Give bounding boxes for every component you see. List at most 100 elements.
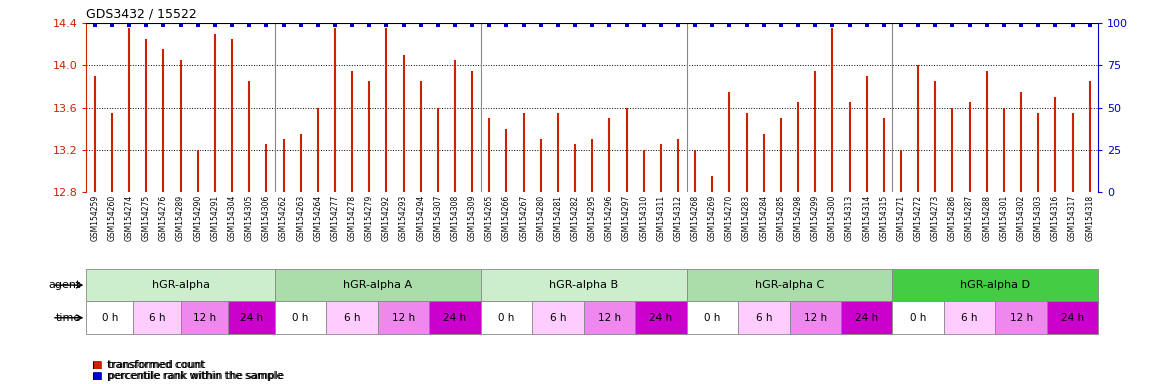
Bar bbox=[1046, 301, 1098, 334]
Point bbox=[566, 22, 584, 28]
Point bbox=[85, 22, 104, 28]
Point bbox=[206, 22, 224, 28]
Point bbox=[703, 22, 721, 28]
Bar bbox=[481, 301, 532, 334]
Text: 12 h: 12 h bbox=[598, 313, 621, 323]
Point bbox=[137, 22, 155, 28]
Text: 6 h: 6 h bbox=[961, 313, 978, 323]
Bar bbox=[892, 301, 944, 334]
Point bbox=[412, 22, 430, 28]
Point bbox=[737, 22, 756, 28]
Bar bbox=[429, 301, 481, 334]
Point bbox=[497, 22, 515, 28]
Text: 0 h: 0 h bbox=[704, 313, 721, 323]
Bar bbox=[996, 301, 1046, 334]
Point bbox=[463, 22, 482, 28]
Point bbox=[669, 22, 688, 28]
Point bbox=[171, 22, 190, 28]
Point bbox=[549, 22, 567, 28]
Point bbox=[514, 22, 532, 28]
Point bbox=[720, 22, 738, 28]
Point bbox=[841, 22, 859, 28]
Point bbox=[240, 22, 259, 28]
Point bbox=[754, 22, 773, 28]
Point bbox=[1046, 22, 1065, 28]
Point bbox=[1064, 22, 1082, 28]
Point bbox=[120, 22, 138, 28]
Point bbox=[978, 22, 996, 28]
Bar bbox=[584, 301, 635, 334]
Text: time: time bbox=[55, 313, 81, 323]
Text: 24 h: 24 h bbox=[650, 313, 673, 323]
Point bbox=[583, 22, 601, 28]
Text: 12 h: 12 h bbox=[804, 313, 827, 323]
Point bbox=[446, 22, 465, 28]
Point bbox=[394, 22, 413, 28]
Point bbox=[308, 22, 327, 28]
Bar bbox=[228, 301, 275, 334]
Bar bbox=[841, 301, 892, 334]
Point bbox=[908, 22, 927, 28]
Bar bbox=[687, 301, 738, 334]
Text: ■  transformed count: ■ transformed count bbox=[92, 360, 206, 370]
Point bbox=[325, 22, 344, 28]
Point bbox=[635, 22, 653, 28]
Bar bbox=[86, 301, 133, 334]
Text: 24 h: 24 h bbox=[444, 313, 467, 323]
Point bbox=[600, 22, 619, 28]
Text: 0 h: 0 h bbox=[292, 313, 309, 323]
Text: percentile rank within the sample: percentile rank within the sample bbox=[107, 371, 283, 381]
Bar bbox=[481, 269, 687, 301]
Bar bbox=[532, 301, 584, 334]
Text: hGR-alpha: hGR-alpha bbox=[152, 280, 209, 290]
Point bbox=[1029, 22, 1048, 28]
Point bbox=[258, 22, 276, 28]
Text: hGR-alpha D: hGR-alpha D bbox=[960, 280, 1030, 290]
Text: 24 h: 24 h bbox=[856, 313, 879, 323]
Bar bbox=[635, 301, 687, 334]
Point bbox=[926, 22, 944, 28]
Text: 6 h: 6 h bbox=[344, 313, 360, 323]
Bar bbox=[133, 301, 181, 334]
Text: 6 h: 6 h bbox=[756, 313, 772, 323]
Bar bbox=[275, 301, 327, 334]
Bar bbox=[378, 301, 429, 334]
Point bbox=[1081, 22, 1099, 28]
Point bbox=[618, 22, 636, 28]
Point bbox=[943, 22, 961, 28]
Point bbox=[531, 22, 550, 28]
Point bbox=[858, 22, 876, 28]
Text: 12 h: 12 h bbox=[392, 313, 415, 323]
Text: 24 h: 24 h bbox=[1061, 313, 1084, 323]
Point bbox=[275, 22, 293, 28]
Text: hGR-alpha B: hGR-alpha B bbox=[549, 280, 619, 290]
Point bbox=[789, 22, 807, 28]
Bar bbox=[892, 269, 1098, 301]
Point bbox=[154, 22, 172, 28]
Text: 6 h: 6 h bbox=[148, 313, 166, 323]
Text: transformed count: transformed count bbox=[107, 360, 205, 370]
Point bbox=[223, 22, 241, 28]
Point bbox=[189, 22, 207, 28]
Text: ■  percentile rank within the sample: ■ percentile rank within the sample bbox=[92, 371, 284, 381]
Point bbox=[772, 22, 790, 28]
Text: 24 h: 24 h bbox=[240, 313, 263, 323]
Bar bbox=[86, 269, 275, 301]
Point bbox=[823, 22, 842, 28]
Point bbox=[995, 22, 1013, 28]
Bar bbox=[738, 301, 790, 334]
Point bbox=[291, 22, 309, 28]
Text: hGR-alpha C: hGR-alpha C bbox=[754, 280, 825, 290]
Point bbox=[960, 22, 979, 28]
Point bbox=[360, 22, 378, 28]
Point bbox=[875, 22, 894, 28]
Text: 6 h: 6 h bbox=[550, 313, 566, 323]
Text: 0 h: 0 h bbox=[101, 313, 118, 323]
Text: ■: ■ bbox=[92, 371, 101, 381]
Text: 0 h: 0 h bbox=[498, 313, 515, 323]
Point bbox=[343, 22, 361, 28]
Bar bbox=[275, 269, 481, 301]
Point bbox=[377, 22, 396, 28]
Bar bbox=[327, 301, 378, 334]
Text: 12 h: 12 h bbox=[192, 313, 216, 323]
